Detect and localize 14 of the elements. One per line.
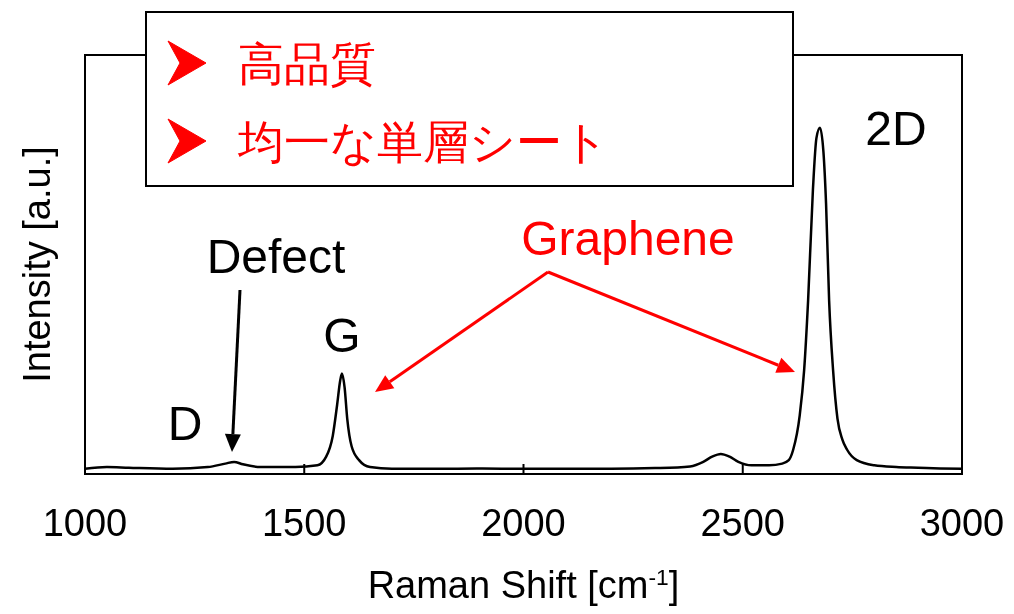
y-axis-title: Intensity [a.u.] xyxy=(16,146,58,383)
x-tick-label: 2000 xyxy=(481,502,566,544)
annotation: Graphene xyxy=(521,212,735,265)
x-tick-label: 3000 xyxy=(919,502,1005,544)
x-tick-label: 1500 xyxy=(261,502,347,544)
x-tick-label: 1000 xyxy=(42,502,128,544)
annotation: Defect xyxy=(206,230,346,283)
annotation: 2D xyxy=(865,102,927,155)
annotation: 均一な単層シート xyxy=(237,116,609,168)
text: 高品質 xyxy=(238,38,376,90)
annotation: D xyxy=(167,397,203,450)
x-tick-label: 2500 xyxy=(700,502,786,544)
annotation: G xyxy=(323,309,361,362)
x-axis-title: Raman Shift [cm$^{-1}$] xyxy=(367,564,680,606)
